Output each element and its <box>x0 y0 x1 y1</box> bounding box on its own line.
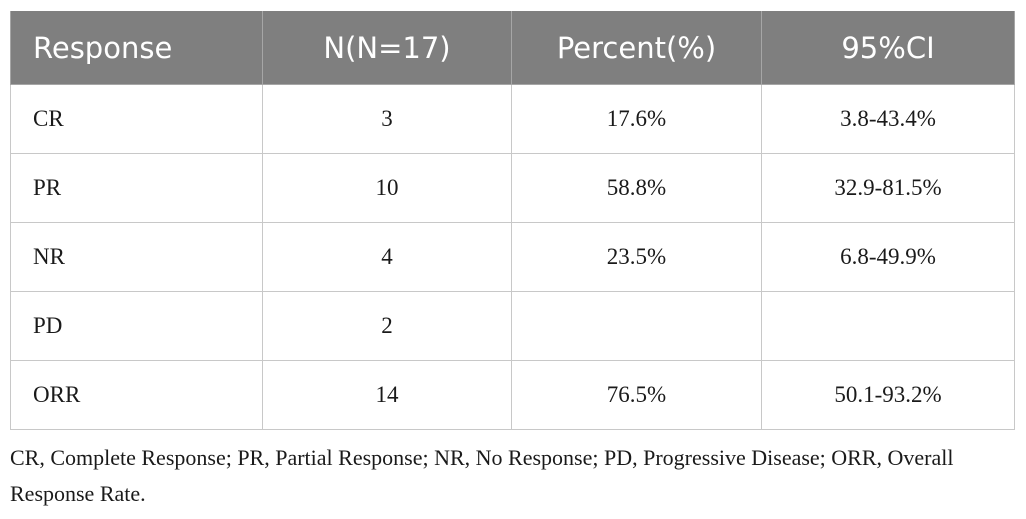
table-header-row: Response N(N=17) Percent(%) 95%CI <box>10 11 1015 85</box>
cell-ci: 6.8-49.9% <box>761 222 1015 292</box>
cell-response: ORR <box>10 360 263 430</box>
table-row: PR 10 58.8% 32.9-81.5% <box>10 153 1015 223</box>
cell-percent <box>511 291 762 361</box>
cell-n: 10 <box>262 153 512 223</box>
response-table-container: Response N(N=17) Percent(%) 95%CI CR 3 1… <box>10 11 1015 430</box>
cell-response: PD <box>10 291 263 361</box>
cell-response: NR <box>10 222 263 292</box>
response-table: Response N(N=17) Percent(%) 95%CI CR 3 1… <box>10 11 1015 430</box>
cell-percent: 76.5% <box>511 360 762 430</box>
column-header-n: N(N=17) <box>262 11 512 85</box>
cell-n: 4 <box>262 222 512 292</box>
cell-percent: 17.6% <box>511 84 762 154</box>
cell-n: 14 <box>262 360 512 430</box>
cell-n: 3 <box>262 84 512 154</box>
table-footnote: CR, Complete Response; PR, Partial Respo… <box>10 445 954 506</box>
cell-ci: 32.9-81.5% <box>761 153 1015 223</box>
table-row: CR 3 17.6% 3.8-43.4% <box>10 84 1015 154</box>
table-row: PD 2 <box>10 291 1015 361</box>
cell-ci: 50.1-93.2% <box>761 360 1015 430</box>
cell-response: PR <box>10 153 263 223</box>
cell-ci <box>761 291 1015 361</box>
table-row: ORR 14 76.5% 50.1-93.2% <box>10 360 1015 430</box>
column-header-ci: 95%CI <box>761 11 1015 85</box>
table-row: NR 4 23.5% 6.8-49.9% <box>10 222 1015 292</box>
column-header-percent: Percent(%) <box>511 11 762 85</box>
cell-percent: 23.5% <box>511 222 762 292</box>
cell-n: 2 <box>262 291 512 361</box>
column-header-response: Response <box>10 11 263 85</box>
cell-response: CR <box>10 84 263 154</box>
cell-percent: 58.8% <box>511 153 762 223</box>
cell-ci: 3.8-43.4% <box>761 84 1015 154</box>
